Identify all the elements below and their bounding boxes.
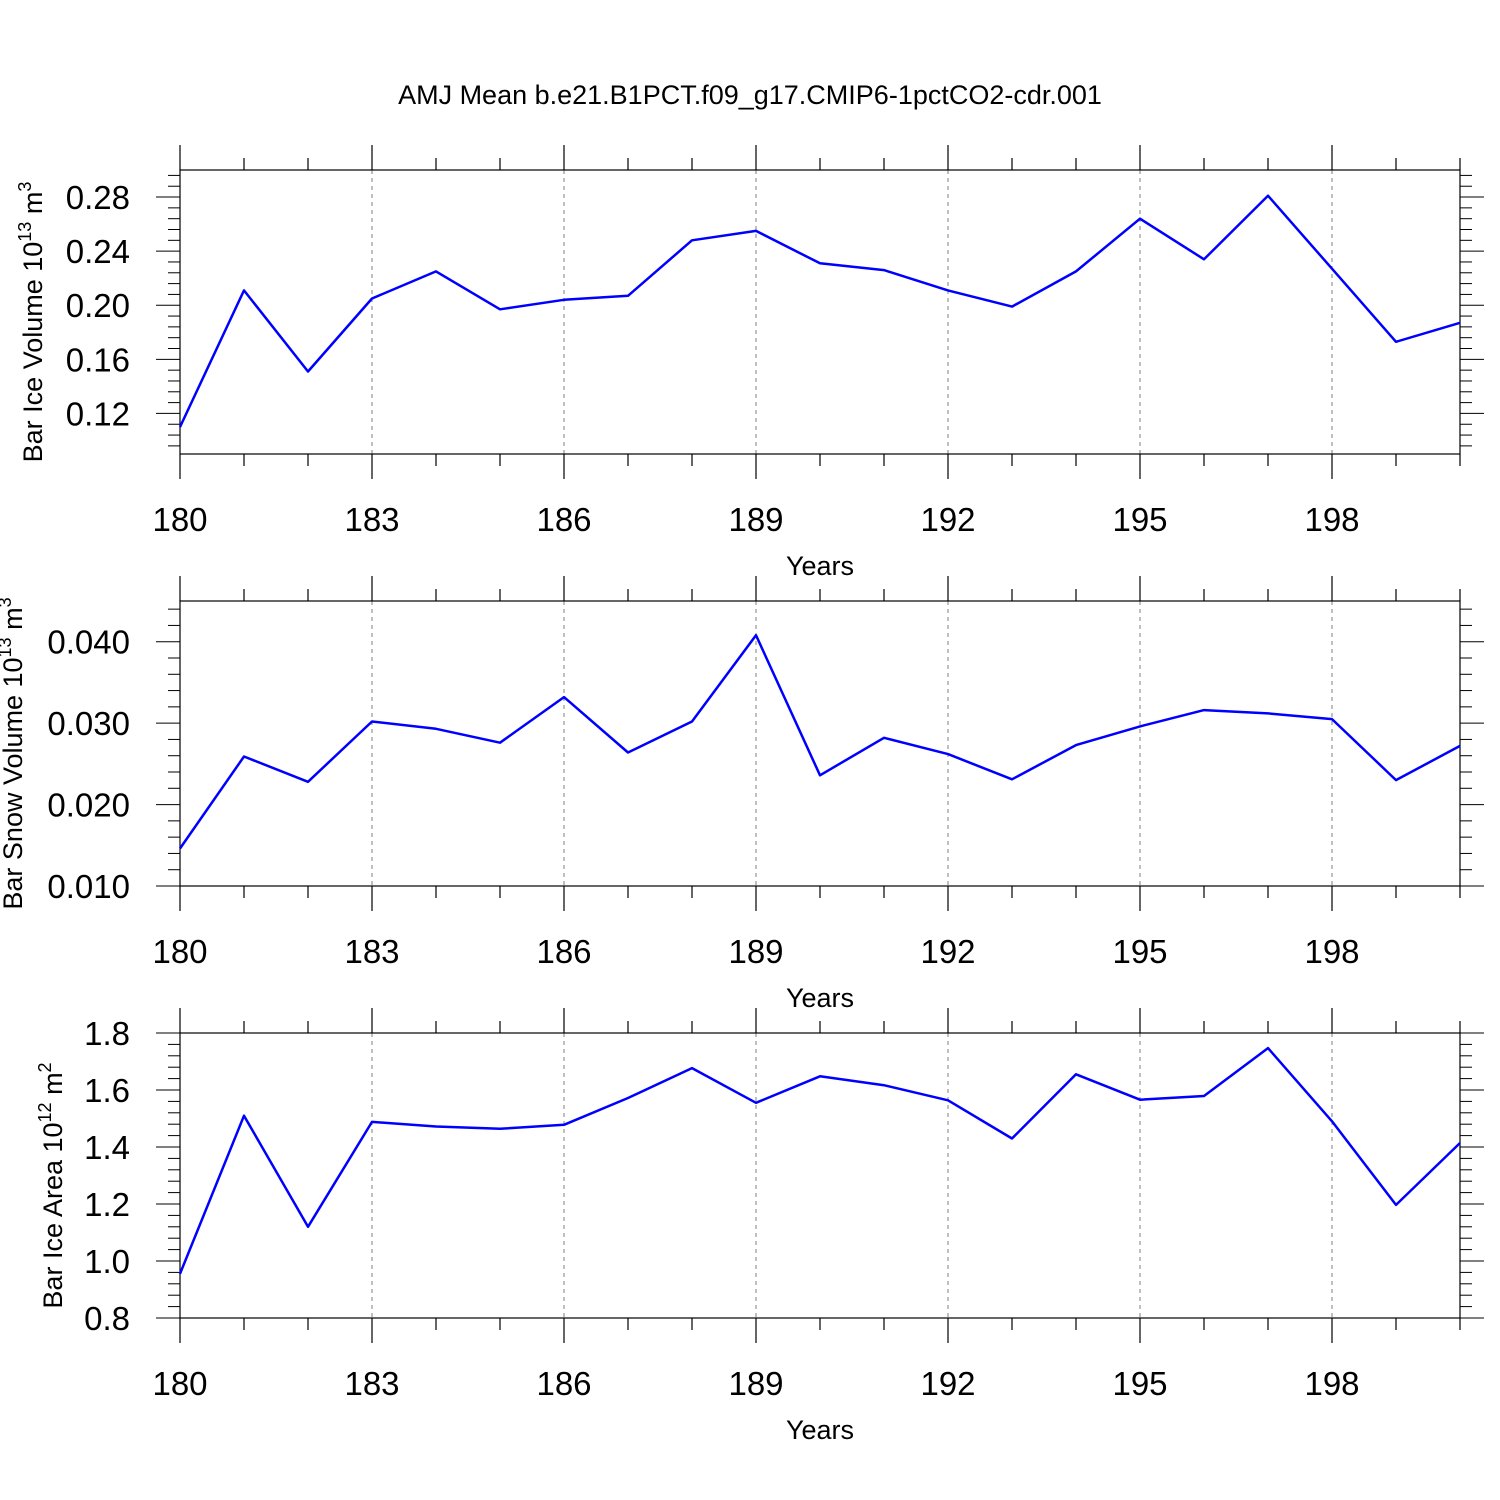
y-tick-label: 0.040 [47,624,130,661]
y-axis-label-superscript: 13 [0,637,15,657]
x-tick-label: 198 [1304,933,1359,970]
panel-2: 180 183 186 189 192 195 198 0.010 0.020 0.030 0.04… [0,576,1484,1013]
x-tick-label: 198 [1304,1365,1359,1402]
y-axis-label-text: Bar Ice Area 10 [38,1122,68,1308]
y-tick-label: 0.28 [66,179,130,216]
x-tick-label: 195 [1112,933,1167,970]
y-axis-label: Bar Snow Volume 1013 m3 [0,597,28,909]
y-tick-label: 0.030 [47,705,130,742]
y-axis-label-superscript: 3 [15,182,35,192]
x-tick-label: 192 [920,1365,975,1402]
y-tick-label: 0.16 [66,341,130,378]
y-axis-label-superscript: 2 [35,1062,55,1072]
y-tick-label: 0.010 [47,868,130,905]
x-tick-label: 180 [152,501,207,538]
y-axis-label-text: m [38,1072,68,1102]
x-tick-label: 183 [344,933,399,970]
y-tick-label: 1.8 [84,1015,130,1052]
x-tick-label: 180 [152,933,207,970]
panel-3: 180 183 186 189 192 195 198 0.8 1.0 1.2 1.4 1.6 1.8 Y… [35,1008,1484,1445]
x-axis-label: Years [786,1415,854,1445]
x-tick-label: 198 [1304,501,1359,538]
x-tick-label: 180 [152,1365,207,1402]
x-tick-label: 183 [344,501,399,538]
y-axis-label-text: Bar Ice Volume 10 [18,242,48,463]
chart-title: AMJ Mean b.e21.B1PCT.f09_g17.CMIP6-1pctC… [398,80,1102,110]
x-tick-label: 195 [1112,501,1167,538]
y-tick-label: 0.12 [66,395,130,432]
panel-1: 180 183 186 189 192 195 198 0.12 0.16 0.20 0.24 0.2… [15,145,1484,581]
y-tick-label: 1.4 [84,1129,130,1166]
y-tick-label: 1.2 [84,1186,130,1223]
x-axis-label: Years [786,551,854,581]
y-tick-label: 1.6 [84,1072,130,1109]
y-axis-label-superscript: 12 [35,1102,55,1122]
y-tick-label: 0.24 [66,233,130,270]
x-tick-label: 186 [536,933,591,970]
y-axis-label-text: m [0,607,28,637]
x-tick-label: 195 [1112,1365,1167,1402]
y-axis-label-superscript: 3 [0,597,15,607]
y-axis-label: Bar Ice Area 1012 m2 [35,1062,68,1308]
x-tick-label: 192 [920,933,975,970]
x-tick-label: 183 [344,1365,399,1402]
y-axis-label-text: m [18,192,48,222]
x-tick-label: 189 [728,1365,783,1402]
x-tick-label: 189 [728,501,783,538]
x-tick-label: 186 [536,501,591,538]
series-line [178,194,1461,428]
y-tick-label: 1.0 [84,1243,130,1280]
y-axis-label: Bar Ice Volume 1013 m3 [15,182,48,463]
x-tick-label: 192 [920,501,975,538]
x-tick-label: 186 [536,1365,591,1402]
y-tick-label: 0.8 [84,1300,130,1337]
y-tick-label: 0.20 [66,287,130,324]
y-axis-label-superscript: 13 [15,222,35,242]
x-tick-label: 189 [728,933,783,970]
y-tick-label: 0.020 [47,787,130,824]
x-axis-label: Years [786,983,854,1013]
y-axis-label-text: Bar Snow Volume 10 [0,657,28,909]
